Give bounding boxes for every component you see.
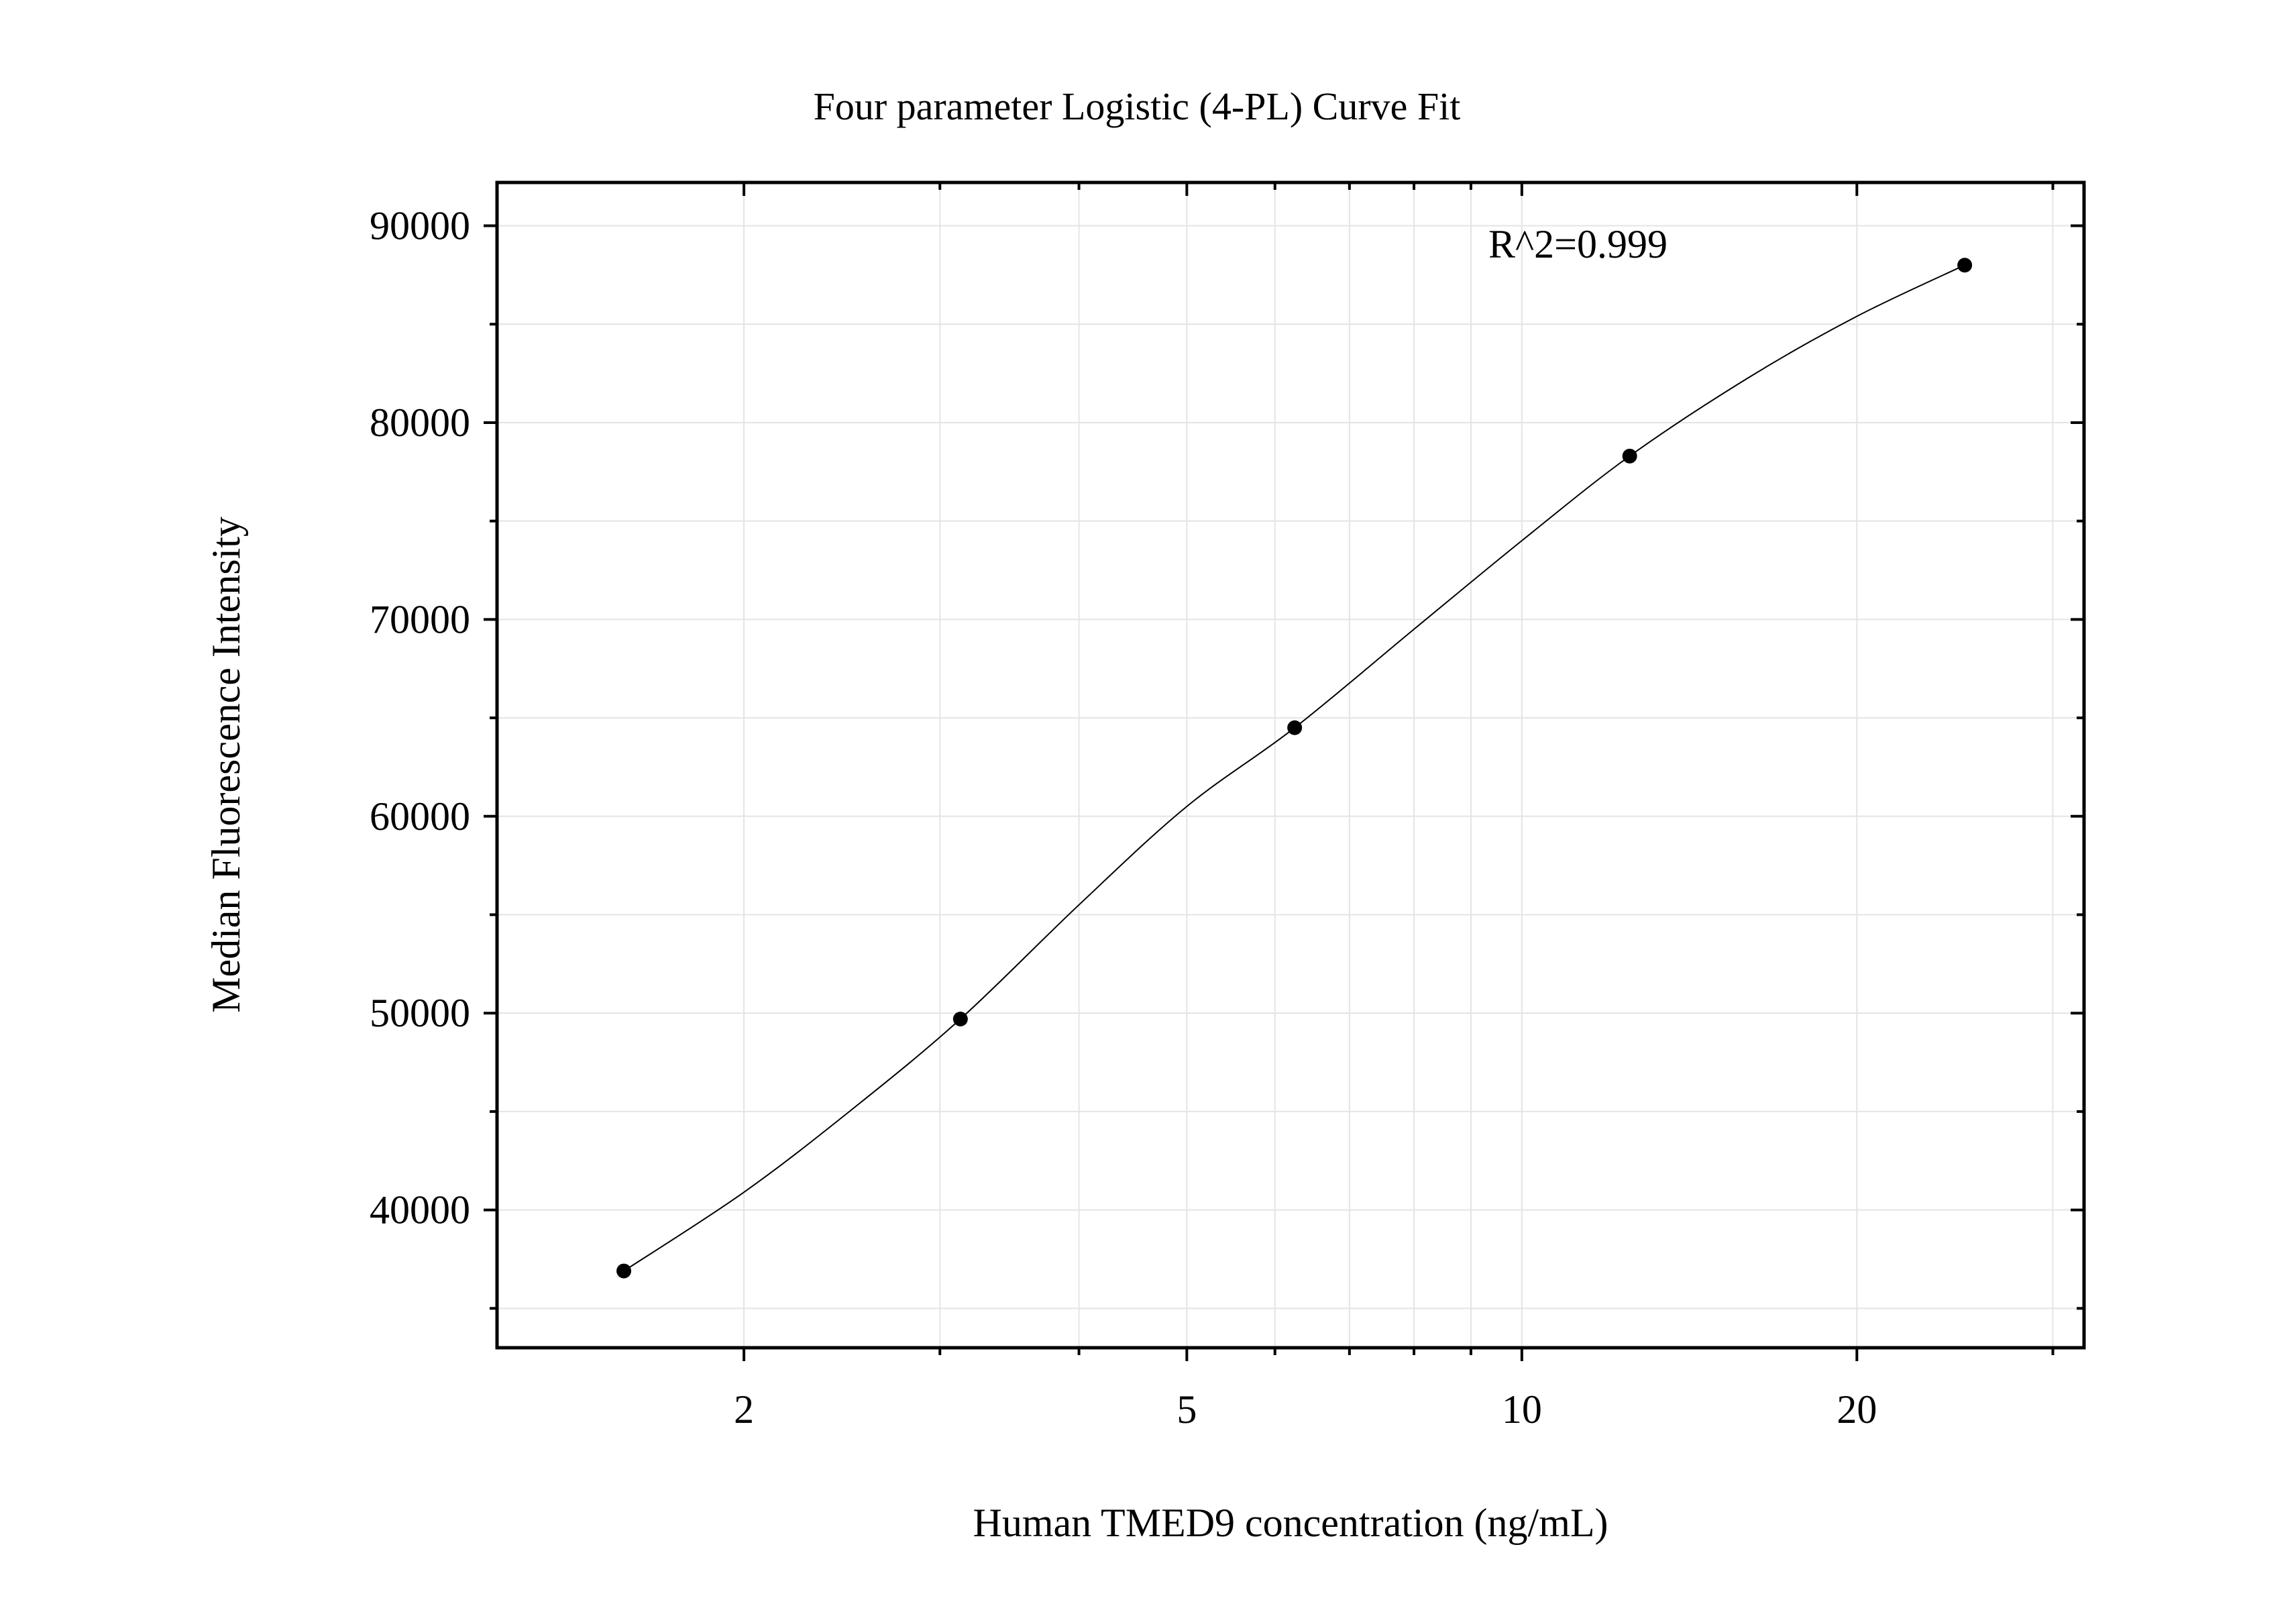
data-point	[1287, 720, 1303, 735]
data-point	[1622, 448, 1637, 464]
x-tick-label: 20	[1837, 1387, 1877, 1432]
tick-labels: 2 5 10 20 40000 50000 60000 70000 80000 90000	[370, 204, 1877, 1432]
plot-frame	[495, 180, 2086, 1350]
x-axis-label: Human TMED9 concentration (ng/mL)	[973, 1501, 1608, 1545]
y-tick-label: 70000	[370, 597, 470, 641]
chart-title: Four parameter Logistic (4-PL) Curve Fit	[814, 85, 1461, 128]
r-squared-annotation: R^2=0.999	[1488, 222, 1668, 266]
y-tick-label: 60000	[370, 794, 470, 839]
y-axis-label: Median Fluorescence Intensity	[204, 517, 248, 1013]
y-tick-label: 40000	[370, 1188, 470, 1232]
y-tick-label: 90000	[370, 204, 470, 248]
y-tick-label: 50000	[370, 991, 470, 1035]
x-tick-label: 10	[1502, 1387, 1542, 1432]
grid	[497, 182, 2084, 1348]
fit-curve	[623, 264, 1965, 1272]
data-points	[616, 258, 1973, 1279]
data-point	[952, 1012, 968, 1027]
data-point	[616, 1263, 632, 1279]
x-tick-label: 5	[1177, 1387, 1197, 1432]
x-tick-label: 2	[734, 1387, 754, 1432]
y-tick-label: 80000	[370, 400, 470, 445]
data-point	[1957, 258, 1973, 273]
axis-ticks	[484, 182, 2084, 1361]
